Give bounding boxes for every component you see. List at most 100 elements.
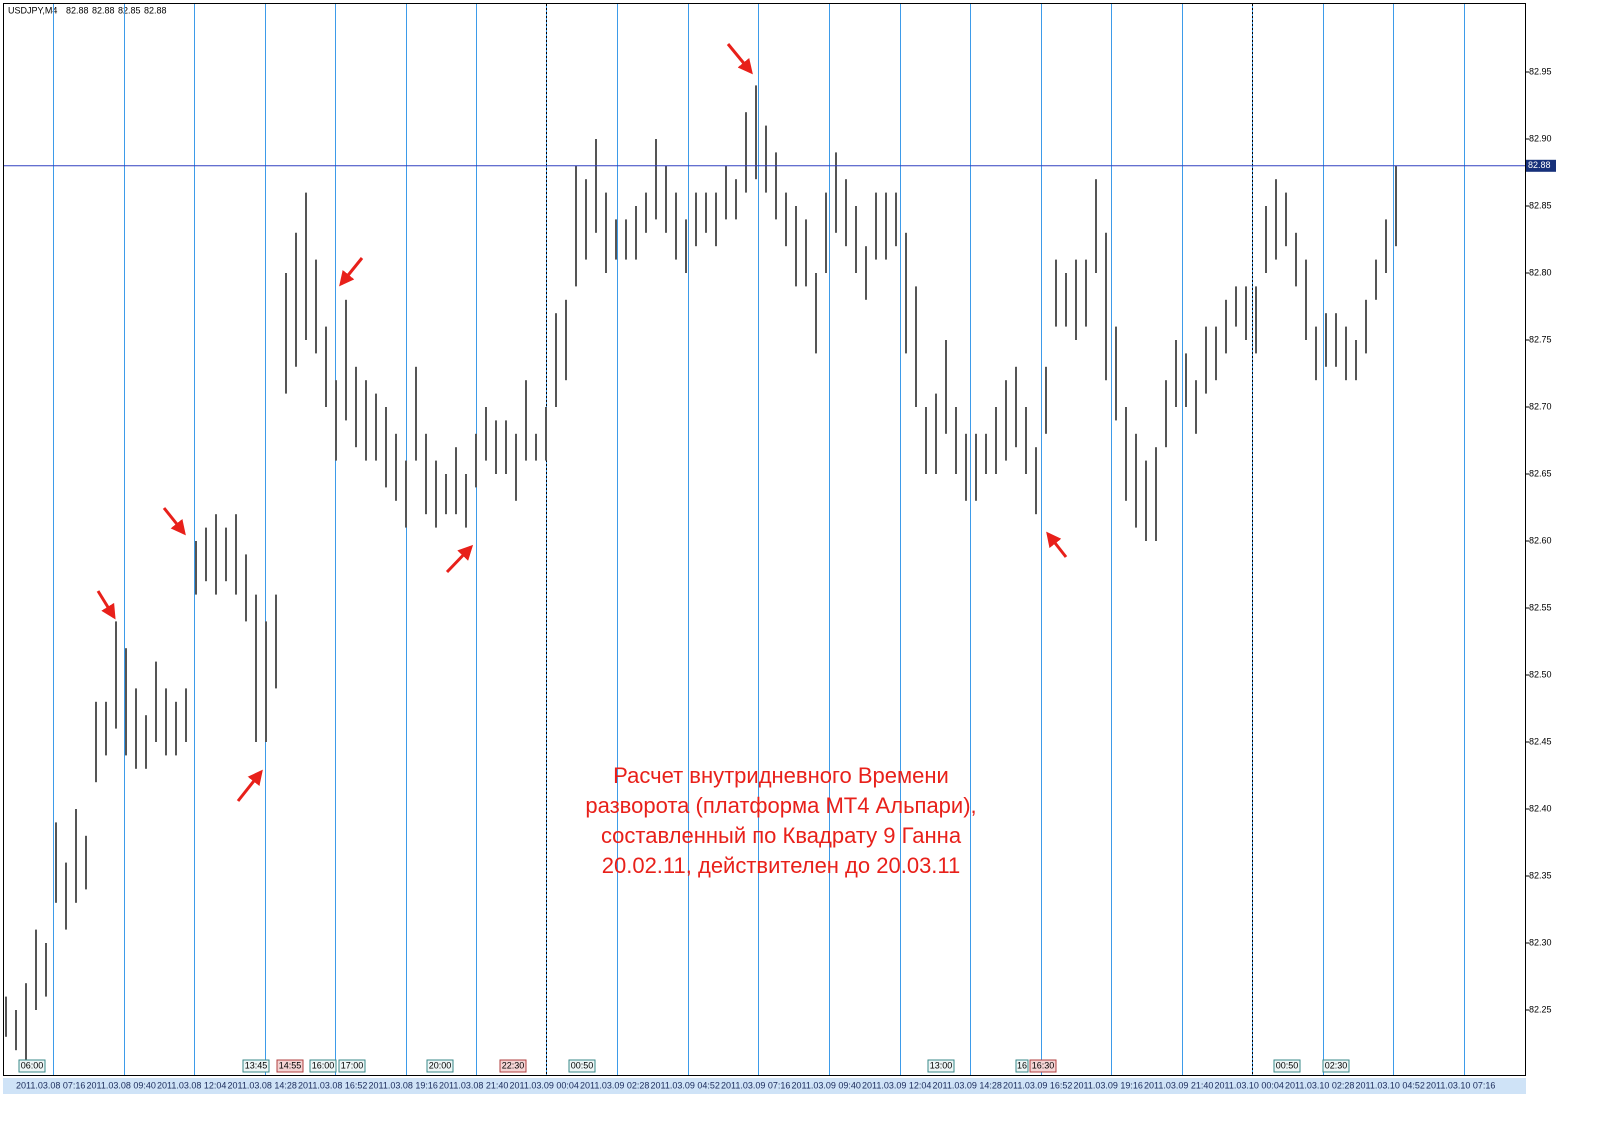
time-marker-box xyxy=(242,1059,270,1073)
x-label-bg xyxy=(367,1080,440,1092)
y-tick-label: 82.95 xyxy=(1529,66,1552,76)
x-tick-label: 2011.03.08 12:04 xyxy=(157,1080,226,1090)
time-marker-box xyxy=(927,1059,955,1073)
time-marker: 22:30 xyxy=(502,1060,525,1070)
y-tick-label: 82.60 xyxy=(1529,535,1552,545)
time-marker-box xyxy=(338,1059,366,1073)
time-marker-box xyxy=(499,1059,527,1073)
x-tick-label: 2011.03.09 14:28 xyxy=(933,1080,1002,1090)
x-label-bg xyxy=(1143,1080,1215,1092)
x-label-bg xyxy=(649,1080,722,1092)
time-marker-box xyxy=(1273,1059,1301,1073)
time-marker-box xyxy=(1015,1059,1029,1073)
arrow xyxy=(162,507,186,536)
annotation: составленный по Квадрату 9 Ганна xyxy=(601,823,962,848)
x-tick-label: 2011.03.09 12:04 xyxy=(862,1080,931,1090)
y-tick-label: 82.25 xyxy=(1529,1004,1552,1014)
x-label-bg xyxy=(85,1080,158,1092)
time-marker: 16:00 xyxy=(312,1060,335,1070)
x-tick-label: 2011.03.08 19:16 xyxy=(369,1080,438,1090)
x-tick-label: 2011.03.10 07:16 xyxy=(1426,1080,1495,1090)
x-label-bg xyxy=(1425,1080,1497,1092)
time-marker-box xyxy=(568,1059,596,1073)
x-label-bg xyxy=(861,1080,933,1092)
time-marker: 16:30 xyxy=(1032,1060,1055,1070)
arrow xyxy=(726,43,753,75)
x-label-bg xyxy=(15,1080,87,1092)
arrow xyxy=(445,544,474,574)
time-marker-box xyxy=(309,1059,337,1073)
x-label-bg xyxy=(1002,1080,1074,1092)
x-tick-label: 2011.03.09 09:40 xyxy=(792,1080,861,1090)
x-tick-label: 2011.03.08 07:16 xyxy=(16,1080,85,1090)
current-price-label: 82.88 xyxy=(1528,160,1551,170)
x-tick-label: 2011.03.09 02:28 xyxy=(580,1080,649,1090)
y-tick-label: 82.90 xyxy=(1529,133,1552,143)
time-marker-box xyxy=(18,1059,46,1073)
x-label-bg xyxy=(1072,1080,1145,1092)
time-marker-box xyxy=(1029,1059,1057,1073)
y-tick-label: 82.75 xyxy=(1529,334,1552,344)
x-label-bg xyxy=(1213,1080,1286,1092)
plot-frame xyxy=(3,3,1526,1076)
time-marker-box xyxy=(1322,1059,1350,1073)
arrows xyxy=(96,43,1068,802)
time-marker-box xyxy=(276,1059,304,1073)
x-label-bg xyxy=(226,1080,299,1092)
time-marker-box xyxy=(426,1059,454,1073)
y-tick-label: 82.35 xyxy=(1529,870,1552,880)
x-tick-label: 2011.03.09 19:16 xyxy=(1074,1080,1143,1090)
x-tick-label: 2011.03.09 04:52 xyxy=(651,1080,720,1090)
x-label-bg xyxy=(297,1080,369,1092)
y-tick-label: 82.40 xyxy=(1529,803,1552,813)
annotation: Расчет внутридневного Времени xyxy=(613,763,949,788)
x-tick-label: 2011.03.08 21:40 xyxy=(439,1080,508,1090)
ohlc-value: 82.88 xyxy=(144,5,167,15)
x-tick-label: 2011.03.10 04:52 xyxy=(1356,1080,1425,1090)
time-marker: 17:00 xyxy=(341,1060,364,1070)
x-tick-label: 2011.03.10 00:04 xyxy=(1215,1080,1284,1090)
arrow xyxy=(96,590,116,620)
y-tick-label: 82.30 xyxy=(1529,937,1552,947)
arrow xyxy=(1046,531,1068,558)
current-price-box xyxy=(1526,159,1556,172)
x-label-bg xyxy=(579,1080,651,1092)
ohlc-value: 82.85 xyxy=(118,5,141,15)
x-label-bg xyxy=(1354,1080,1427,1092)
time-marker: 16 xyxy=(1017,1060,1027,1070)
y-tick-label: 82.65 xyxy=(1529,468,1552,478)
x-label-bg xyxy=(931,1080,1004,1092)
ohlc-value: 82.88 xyxy=(92,5,115,15)
time-marker: 13:00 xyxy=(930,1060,953,1070)
x-label-bg xyxy=(790,1080,863,1092)
x-label-bg xyxy=(508,1080,581,1092)
time-marker: 06:00 xyxy=(21,1060,44,1070)
annotation: разворота (платформа МТ4 Альпари), xyxy=(585,793,976,818)
x-label-bg xyxy=(156,1080,228,1092)
x-tick-label: 2011.03.09 16:52 xyxy=(1003,1080,1072,1090)
time-marker: 00:50 xyxy=(571,1060,594,1070)
time-marker: 02:30 xyxy=(1325,1060,1348,1070)
x-tick-label: 2011.03.08 16:52 xyxy=(298,1080,367,1090)
x-label-bg xyxy=(438,1080,510,1092)
y-tick-label: 82.70 xyxy=(1529,401,1552,411)
x-tick-label: 2011.03.08 09:40 xyxy=(87,1080,156,1090)
x-tick-label: 2011.03.08 14:28 xyxy=(228,1080,297,1090)
time-marker: 13:45 xyxy=(245,1060,268,1070)
y-tick-label: 82.45 xyxy=(1529,736,1552,746)
x-label-bg xyxy=(720,1080,792,1092)
arrow xyxy=(339,257,364,287)
x-tick-label: 2011.03.09 07:16 xyxy=(721,1080,790,1090)
chart-header: USDJPY,M4 xyxy=(8,5,57,15)
annotation: 20.02.11, действителен до 20.03.11 xyxy=(602,853,961,878)
x-tick-label: 2011.03.10 02:28 xyxy=(1285,1080,1354,1090)
y-tick-label: 82.50 xyxy=(1529,669,1552,679)
x-tick-label: 2011.03.09 00:04 xyxy=(510,1080,579,1090)
y-tick-label: 82.80 xyxy=(1529,267,1552,277)
time-marker: 00:50 xyxy=(1276,1060,1299,1070)
chart-title: USDJPY,M4 xyxy=(8,5,57,15)
x-tick-label: 2011.03.09 21:40 xyxy=(1144,1080,1213,1090)
x-label-bg xyxy=(1284,1080,1356,1092)
ohlc-value: 82.88 xyxy=(66,5,89,15)
y-tick-label: 82.55 xyxy=(1529,602,1552,612)
